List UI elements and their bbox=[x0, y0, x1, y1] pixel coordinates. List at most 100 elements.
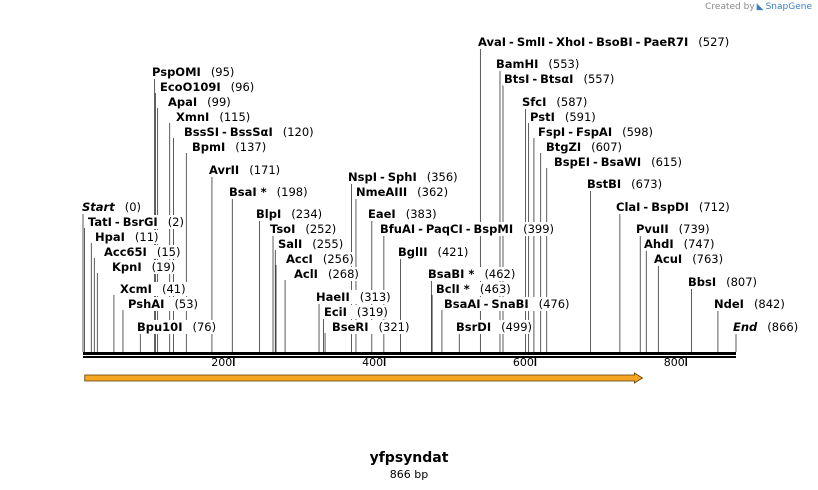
enzyme-name: PstI bbox=[530, 110, 555, 124]
enzyme-name: AccI bbox=[286, 252, 313, 266]
site-position: (527) bbox=[698, 35, 730, 49]
site-label[interactable]: FspI - FspAI (598) bbox=[537, 125, 655, 139]
site-label[interactable]: TatI - BsrGI (2) bbox=[87, 215, 185, 229]
enzyme-name: EciI bbox=[324, 305, 347, 319]
site-label[interactable]: BstBI (673) bbox=[586, 177, 664, 191]
site-position: (252) bbox=[305, 222, 337, 236]
site-label[interactable]: BamHI (553) bbox=[495, 57, 581, 71]
site-position: (321) bbox=[378, 320, 410, 334]
enzyme-name: BsaI * bbox=[229, 185, 267, 199]
site-label[interactable]: XmnI (115) bbox=[175, 110, 252, 124]
feature-arrow bbox=[84, 372, 644, 384]
site-label[interactable]: TsoI (252) bbox=[269, 222, 338, 236]
site-position: (462) bbox=[484, 267, 516, 281]
sequence-title: yfpsyndat bbox=[369, 450, 449, 466]
site-position: (763) bbox=[692, 252, 724, 266]
enzyme-name: AvaI bbox=[478, 35, 507, 49]
site-position: (747) bbox=[683, 237, 715, 251]
enzyme-name: ApaI bbox=[168, 95, 198, 109]
site-label[interactable]: EciI (319) bbox=[323, 305, 389, 319]
site-label[interactable]: BsrDI (499) bbox=[455, 320, 534, 334]
site-label[interactable]: Acc65I (15) bbox=[103, 245, 182, 259]
site-label[interactable]: AclI (268) bbox=[293, 267, 360, 281]
snapgene-logo-icon: ◣ bbox=[756, 2, 764, 12]
site-label[interactable]: EaeI (383) bbox=[367, 207, 438, 221]
site-name-separator: - bbox=[509, 35, 514, 49]
site-label[interactable]: BsaI * (198) bbox=[228, 185, 309, 199]
site-position: (19) bbox=[151, 260, 176, 274]
site-position: (673) bbox=[631, 177, 663, 191]
site-label[interactable]: AccI (256) bbox=[285, 252, 355, 266]
enzyme-name: SfcI bbox=[522, 95, 547, 109]
site-label[interactable]: NspI - SphI (356) bbox=[347, 170, 459, 184]
enzyme-name: SphI bbox=[387, 170, 417, 184]
site-position: (615) bbox=[651, 155, 683, 169]
site-position: (842) bbox=[753, 297, 785, 311]
credit-prefix: Created by bbox=[705, 2, 755, 12]
enzyme-name: HaeII bbox=[316, 290, 350, 304]
enzyme-name: BspMI bbox=[473, 222, 514, 236]
enzyme-name: PaqCI bbox=[425, 222, 463, 236]
site-position: (41) bbox=[161, 282, 186, 296]
site-position: (807) bbox=[726, 275, 758, 289]
site-label[interactable]: BsaBI * (462) bbox=[427, 267, 517, 281]
site-position: (319) bbox=[356, 305, 388, 319]
enzyme-name: SnaBI bbox=[491, 297, 529, 311]
site-label[interactable]: BfuAI - PaqCI - BspMI (399) bbox=[379, 222, 556, 236]
ruler-tick-label: 400 bbox=[362, 356, 384, 369]
site-label[interactable]: BlpI (234) bbox=[255, 207, 324, 221]
site-label[interactable]: AvaI - SmlI - XhoI - BsoBI - PaeR7I (527) bbox=[477, 35, 731, 49]
site-label[interactable]: BbsI (807) bbox=[687, 275, 759, 289]
site-name-separator: - bbox=[548, 35, 554, 49]
site-label[interactable]: BspEI - BsaWI (615) bbox=[553, 155, 684, 169]
enzyme-name: BsoBI bbox=[596, 35, 633, 49]
site-position: (587) bbox=[556, 95, 588, 109]
site-label[interactable]: SalI (255) bbox=[277, 237, 345, 251]
site-label[interactable]: PvuII (739) bbox=[635, 222, 711, 236]
enzyme-name: HpaI bbox=[95, 230, 125, 244]
site-label[interactable]: AhdI (747) bbox=[643, 237, 716, 251]
site-position: (313) bbox=[359, 290, 391, 304]
site-label[interactable]: BseRI (321) bbox=[331, 320, 411, 334]
site-label[interactable]: ClaI - BspDI (712) bbox=[615, 200, 731, 214]
site-label[interactable]: ApaI (99) bbox=[167, 95, 232, 109]
site-label[interactable]: AvrII (171) bbox=[208, 163, 282, 177]
site-position: (137) bbox=[235, 140, 267, 154]
site-position: (96) bbox=[230, 80, 255, 94]
site-label[interactable]: PstI (591) bbox=[529, 110, 597, 124]
ruler-tick-label: 600 bbox=[512, 356, 534, 369]
site-label[interactable]: BtgZI (607) bbox=[545, 140, 624, 154]
enzyme-name: AclI bbox=[294, 267, 318, 281]
enzyme-name: AhdI bbox=[644, 237, 674, 251]
enzyme-name: BspDI bbox=[651, 200, 689, 214]
site-label[interactable]: HaeII (313) bbox=[315, 290, 392, 304]
site-label[interactable]: Bpu10I (76) bbox=[136, 320, 218, 334]
site-label[interactable]: BsaAI - SnaBI (476) bbox=[443, 297, 571, 311]
site-position: (866) bbox=[767, 320, 799, 334]
site-position: (95) bbox=[210, 65, 235, 79]
site-label[interactable]: BtsI - BtsαI (557) bbox=[503, 72, 616, 86]
site-label[interactable]: PspOMI (95) bbox=[151, 65, 236, 79]
site-label[interactable]: BpmI (137) bbox=[191, 140, 268, 154]
enzyme-name: BsaBI * bbox=[428, 267, 475, 281]
site-label[interactable]: BclI * (463) bbox=[435, 282, 512, 296]
site-name-separator: - bbox=[568, 125, 573, 139]
site-label[interactable]: PshAI (53) bbox=[127, 297, 200, 311]
site-label[interactable]: End (866) bbox=[732, 320, 800, 334]
enzyme-name: ClaI bbox=[616, 200, 641, 214]
site-name-separator: - bbox=[483, 297, 489, 311]
site-label[interactable]: Start (0) bbox=[81, 200, 143, 214]
site-label[interactable]: BssSI - BssSαI (120) bbox=[183, 125, 315, 139]
site-label[interactable]: BglII (421) bbox=[397, 245, 470, 259]
site-label[interactable]: XcmI (41) bbox=[119, 282, 187, 296]
enzyme-name: PaeR7I bbox=[643, 35, 689, 49]
site-label[interactable]: NmeAIII (362) bbox=[355, 185, 450, 199]
site-position: (362) bbox=[417, 185, 449, 199]
site-label[interactable]: EcoO109I (96) bbox=[159, 80, 256, 94]
site-name-separator: - bbox=[114, 215, 120, 229]
site-label[interactable]: NdeI (842) bbox=[713, 297, 786, 311]
site-label[interactable]: HpaI (11) bbox=[94, 230, 160, 244]
site-label[interactable]: AcuI (763) bbox=[653, 252, 725, 266]
site-label[interactable]: KpnI (19) bbox=[111, 260, 177, 274]
site-label[interactable]: SfcI (587) bbox=[521, 95, 589, 109]
